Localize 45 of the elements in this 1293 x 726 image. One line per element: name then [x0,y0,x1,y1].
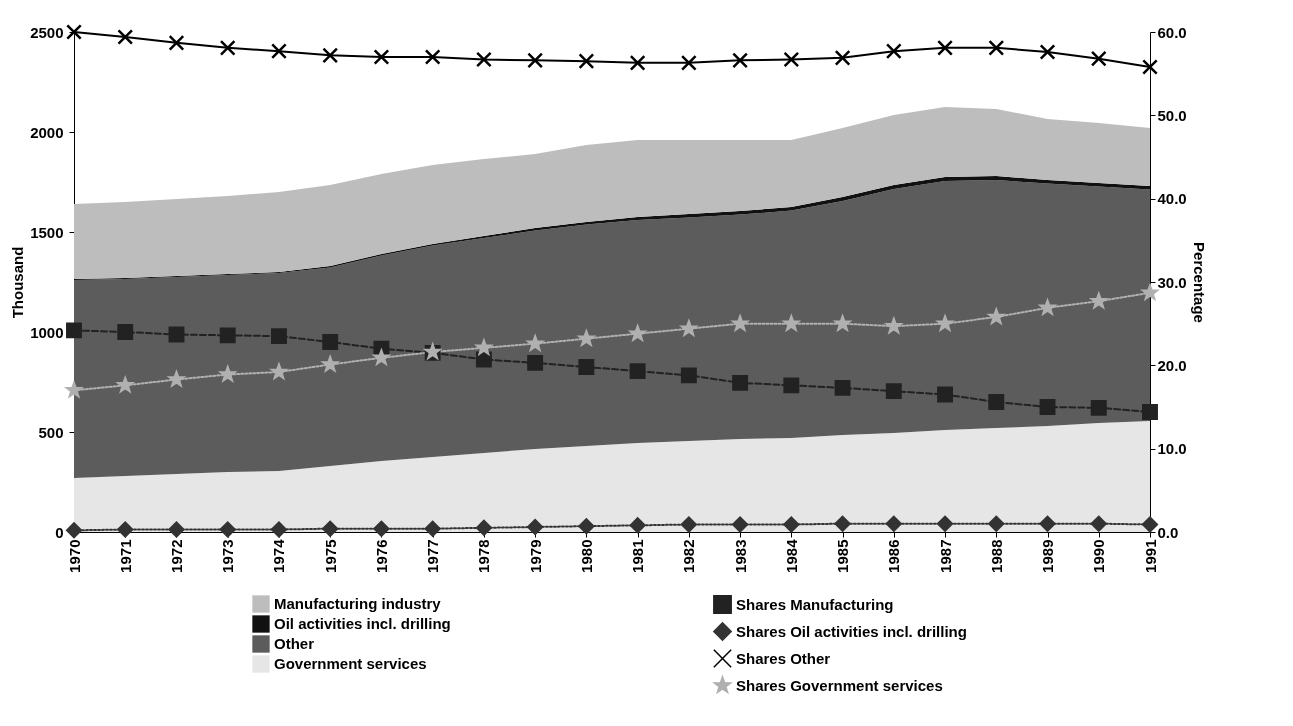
legend-label: Other [274,635,315,652]
x-tick-label: 1980 [577,539,595,573]
legend-label: Shares Oil activities incl. drilling [736,622,967,640]
legend-label: Shares Other [736,649,831,667]
y-axis-title: Thousand [9,246,27,319]
x-tick-label: 1973 [219,539,237,573]
x-tick-label: 1974 [270,538,288,573]
x-tick-label: 1991 [1141,539,1159,573]
y-tick-label: 1000 [30,323,64,341]
x-tick-label: 1988 [987,539,1005,573]
legend-label: Oil activities incl. drilling [274,615,451,632]
y-tick-label: 2000 [30,123,64,141]
x-tick-label: 1986 [885,539,903,573]
x-tick-label: 1976 [372,539,390,573]
x-tick-label: 1979 [526,539,544,573]
y2-axis-title: Percentage [1190,242,1208,323]
x-tick-label: 1985 [834,539,852,573]
x-tick-label: 1978 [475,539,493,573]
x-tick-label: 1977 [424,539,442,573]
y2-tick-label: 50.0 [1157,106,1187,124]
x-tick-label: 1987 [936,539,954,573]
y2-tick-label: 40.0 [1157,190,1187,208]
x-tick-label: 1982 [680,539,698,573]
legend-label: Manufacturing industry [274,595,442,612]
y2-tick-label: 10.0 [1157,440,1187,458]
legend-label: Government services [274,655,427,672]
y2-tick-label: 60.0 [1157,23,1187,41]
y2-tick-label: 30.0 [1157,273,1187,291]
y2-tick-label: 0.0 [1157,523,1179,541]
x-tick-label: 1990 [1090,539,1108,573]
y-tick-label: 2500 [30,23,64,41]
y-tick-label: 0 [55,523,64,541]
legend-label: Shares Government services [736,676,943,694]
y2-tick-label: 20.0 [1157,356,1187,374]
y-tick-label: 500 [38,423,64,441]
legend-label: Shares Manufacturing [736,595,894,613]
x-tick-label: 1989 [1039,539,1057,573]
x-tick-label: 1972 [167,539,185,573]
x-tick-label: 1971 [116,539,134,573]
x-tick-label: 1975 [321,539,339,573]
x-tick-label: 1970 [65,539,83,573]
x-tick-label: 1981 [629,539,647,573]
x-tick-label: 1984 [782,538,800,573]
y-tick-label: 1500 [30,223,64,241]
x-tick-label: 1983 [731,539,749,573]
